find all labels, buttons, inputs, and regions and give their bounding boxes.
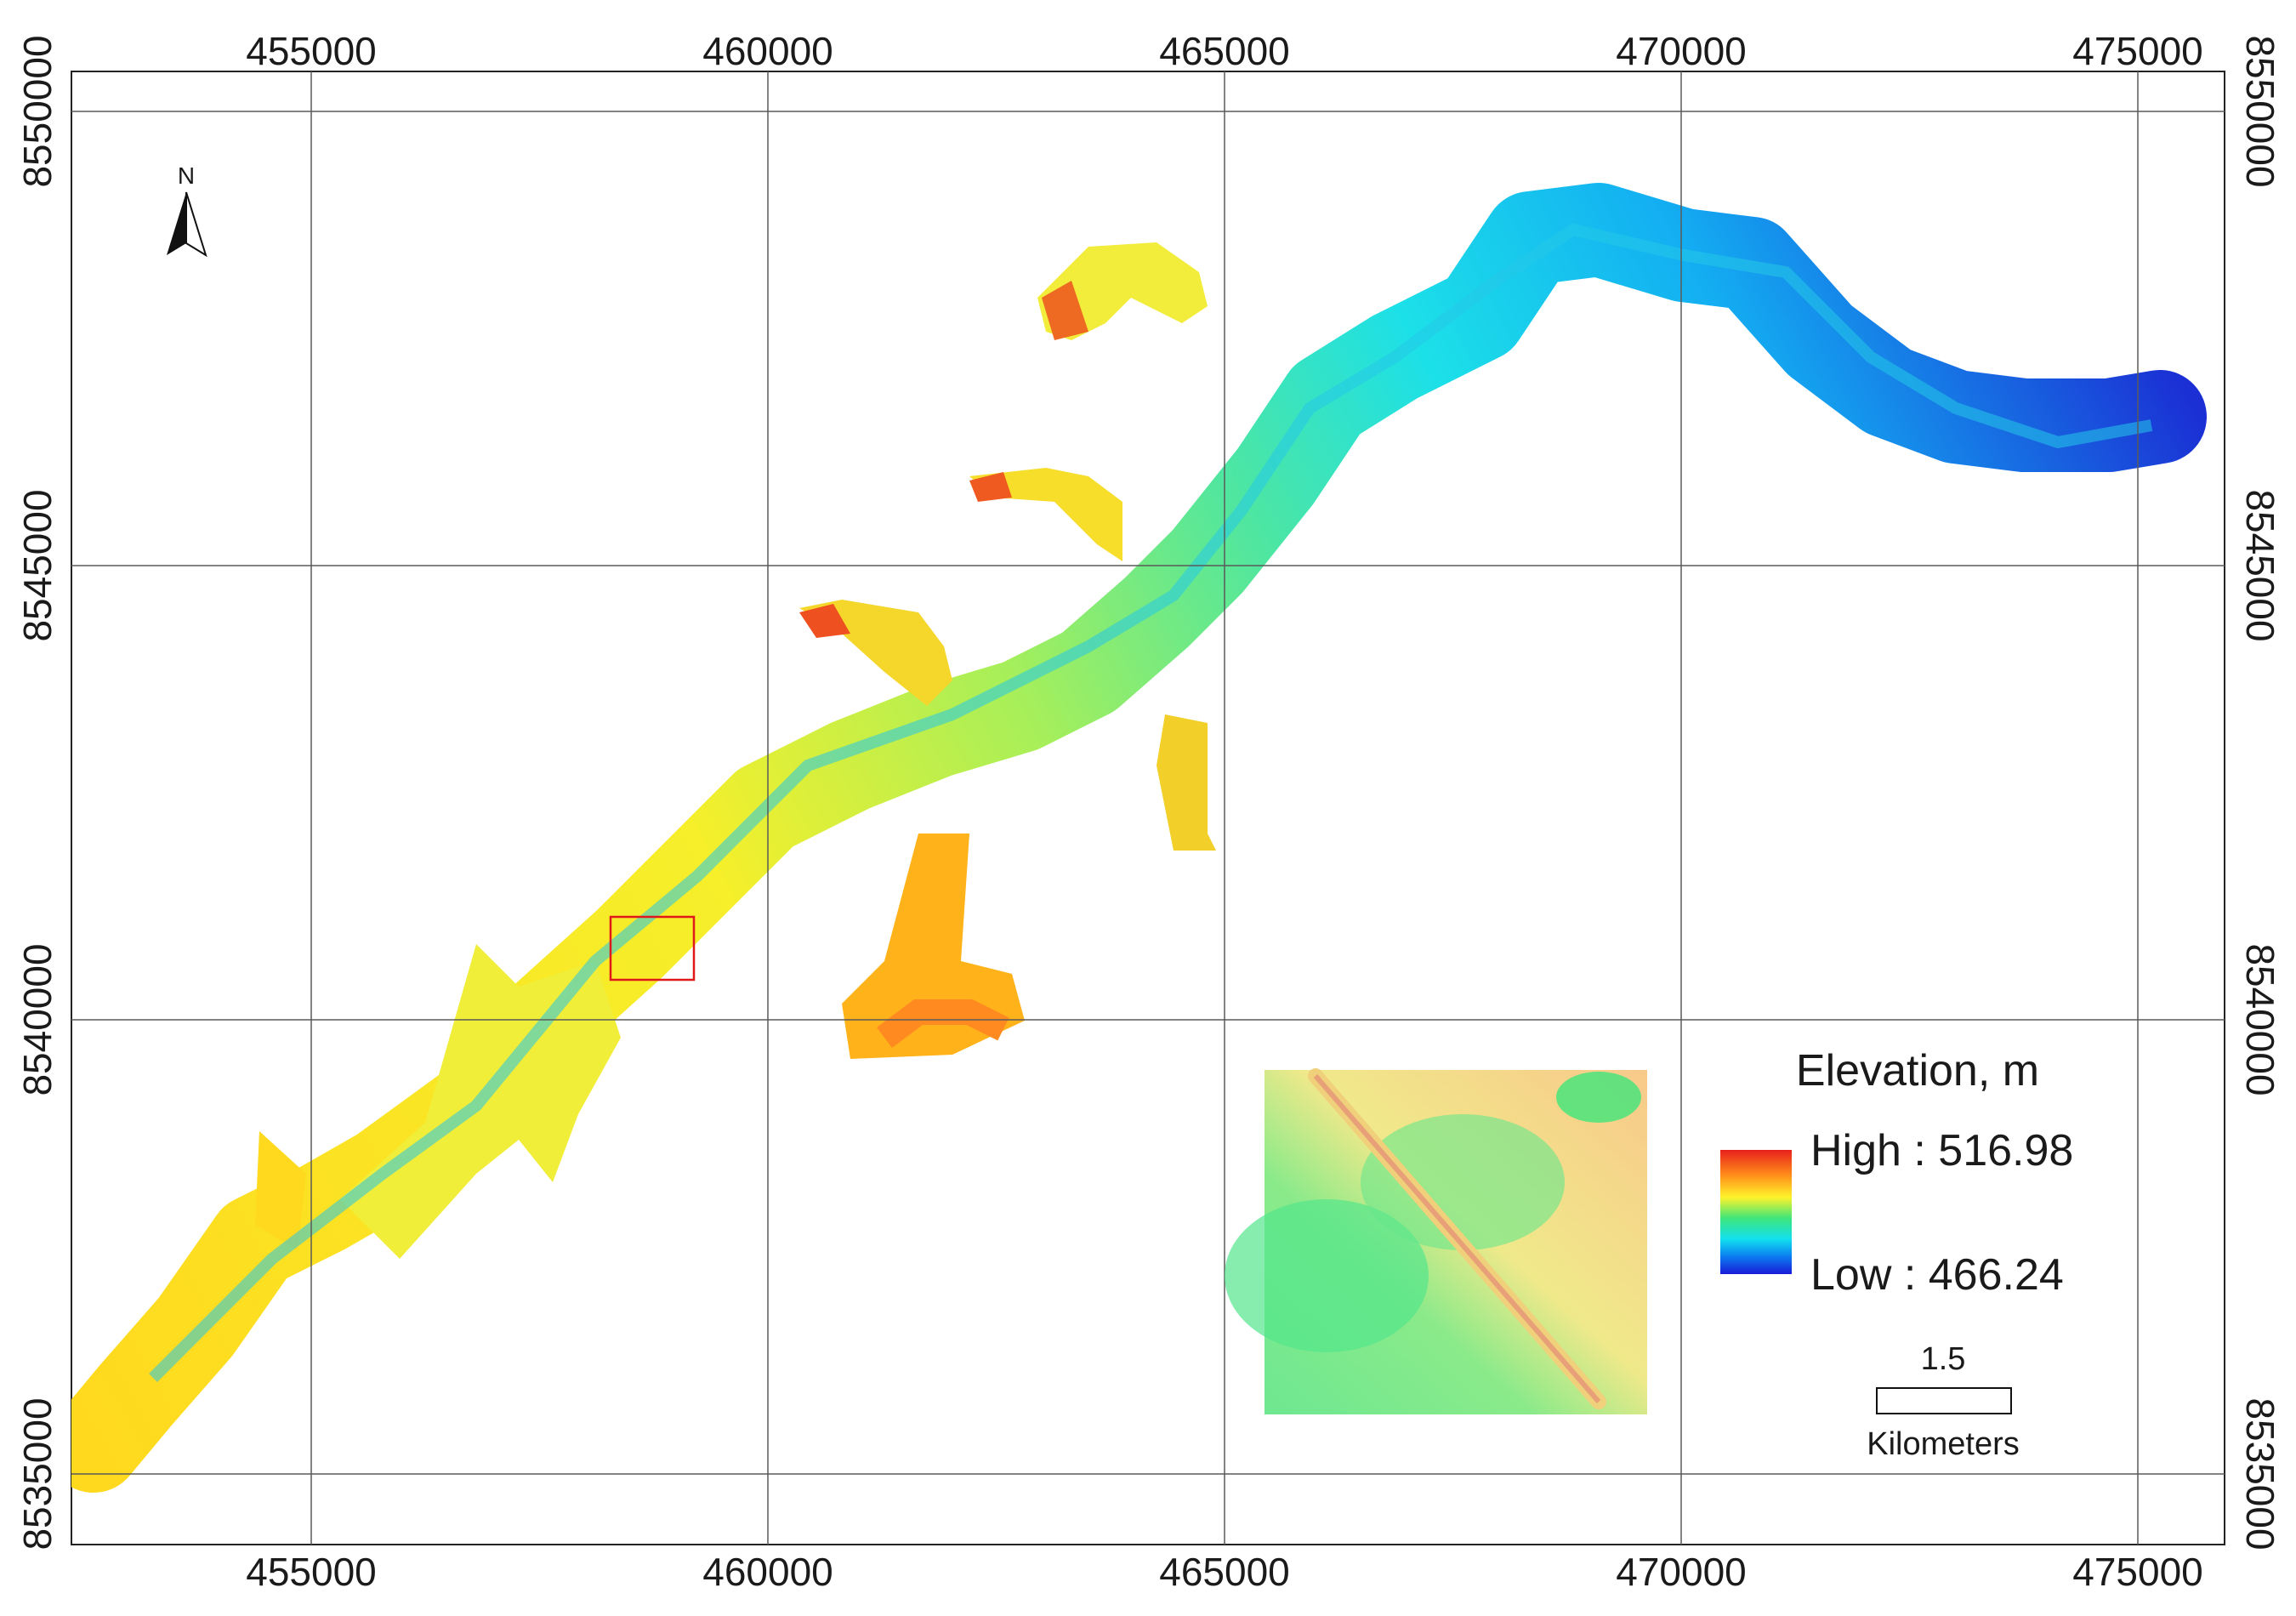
tributary-north-tip — [1042, 281, 1088, 340]
elevation-raster — [71, 183, 2207, 1493]
legend-high-label: High : 516.98 — [1810, 1126, 2073, 1175]
x-tick-top-455000: 455000 — [246, 29, 377, 73]
y-tick-right-8540000: 8540000 — [2238, 943, 2282, 1095]
x-tick-top-465000: 465000 — [1159, 29, 1290, 73]
y-tick-right-8535000: 8535000 — [2238, 1397, 2282, 1550]
x-tick-bottom-455000: 455000 — [246, 1550, 377, 1594]
x-tick-top-470000: 470000 — [1616, 29, 1747, 73]
legend-title: Elevation, m — [1796, 1046, 2039, 1095]
y-tick-left-8545000: 8545000 — [15, 489, 60, 641]
north-arrow: N — [167, 162, 207, 258]
tributary-south-core — [877, 999, 1009, 1048]
x-tick-bottom-465000: 465000 — [1159, 1550, 1290, 1594]
lower-tributary-left — [255, 1131, 306, 1250]
graticule — [71, 71, 2225, 1545]
y-tick-right-8545000: 8545000 — [2238, 489, 2282, 641]
scale-bar-value: 1.5 — [1921, 1341, 1966, 1377]
legend-low-label: Low : 466.24 — [1810, 1250, 2064, 1300]
north-arrow-label: N — [178, 162, 195, 189]
x-tick-bottom-475000: 475000 — [2072, 1550, 2203, 1594]
river-thalweg — [149, 224, 2153, 1382]
y-tick-right-8550000: 8550000 — [2238, 35, 2282, 187]
legend-color-ramp — [1720, 1150, 1792, 1274]
y-tick-left-8550000: 8550000 — [15, 35, 60, 187]
tributary-south-blob — [842, 834, 1025, 1059]
scale-bar-rect — [1876, 1387, 2012, 1414]
y-tick-left-8540000: 8540000 — [15, 943, 60, 1095]
scale-bar: 1.5 Kilometers — [1867, 1341, 2020, 1462]
x-tick-top-475000: 475000 — [2072, 29, 2203, 73]
tributary-northwest-tip — [969, 472, 1012, 502]
tributary-southeast — [1157, 714, 1216, 851]
north-arrow-icon — [167, 192, 186, 255]
legend: Elevation, m High : 516.98 Low : 466.24 — [1720, 1046, 2073, 1300]
x-tick-bottom-460000: 460000 — [702, 1550, 833, 1594]
x-tick-top-460000: 460000 — [702, 29, 833, 73]
tributary-west-upper-tip — [799, 604, 850, 638]
y-tick-left-8535000: 8535000 — [15, 1397, 60, 1550]
inset-location-box — [609, 915, 696, 982]
x-tick-bottom-470000: 470000 — [1616, 1550, 1747, 1594]
inset-zoom-panel — [1225, 1068, 1647, 1414]
scale-bar-unit: Kilometers — [1867, 1426, 2020, 1462]
